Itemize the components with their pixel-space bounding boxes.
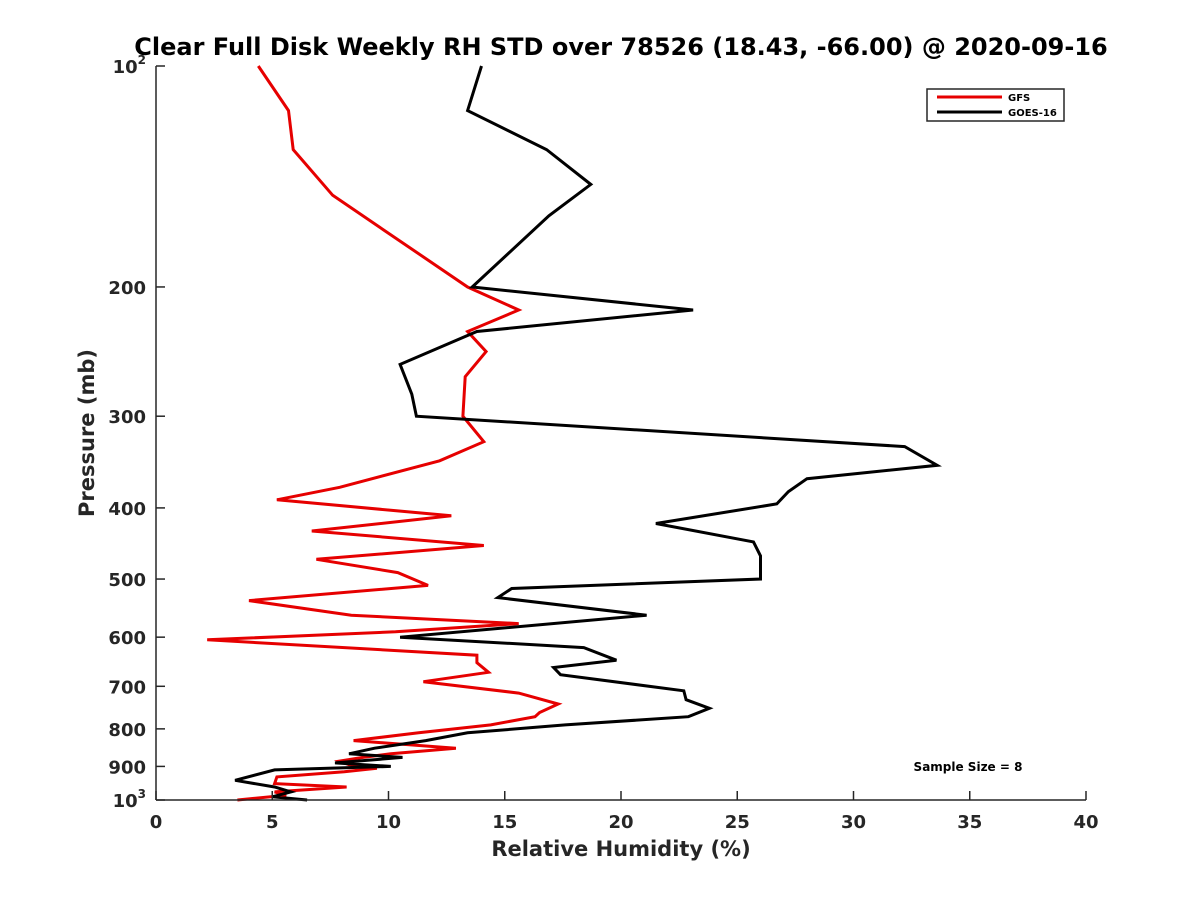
x-tick-label: 40 xyxy=(1073,812,1098,833)
legend-label: GFS xyxy=(1008,93,1030,104)
x-tick-label: 20 xyxy=(608,812,633,833)
x-tick-label: 35 xyxy=(957,812,982,833)
y-tick-label: 200 xyxy=(108,278,146,299)
y-tick-label: 600 xyxy=(108,628,146,649)
sample-size-annotation: Sample Size = 8 xyxy=(914,760,1023,774)
y-tick-label: 400 xyxy=(108,499,146,520)
x-tick-label: 5 xyxy=(266,812,279,833)
x-tick-label: 30 xyxy=(841,812,866,833)
y-tick-label: 103 xyxy=(113,787,146,812)
legend: GFS GOES-16 xyxy=(926,88,1065,122)
y-tick-label: 800 xyxy=(108,720,146,741)
plot-area xyxy=(207,65,942,802)
x-tick-label: 25 xyxy=(725,812,750,833)
y-axis-label: Pressure (mb) xyxy=(75,349,99,517)
y-tick-label: 300 xyxy=(108,407,146,428)
x-tick-label: 10 xyxy=(376,812,401,833)
chart-title: Clear Full Disk Weekly RH STD over 78526… xyxy=(134,33,1107,61)
x-tick-label: 15 xyxy=(492,812,517,833)
y-tick-label: 700 xyxy=(108,677,146,698)
y-tick-label: 102 xyxy=(113,53,146,78)
y-tick-label: 900 xyxy=(108,757,146,778)
legend-box xyxy=(926,88,1065,122)
ticks: 0 5 10 15 20 25 30 35 40 102 200 300 400 500 600 700 800… xyxy=(108,53,1098,833)
legend-label: GOES-16 xyxy=(1008,108,1057,119)
x-tick-label: 0 xyxy=(150,812,163,833)
x-axis-label: Relative Humidity (%) xyxy=(491,837,750,861)
y-tick-label: 500 xyxy=(108,570,146,591)
series-line-goes-16 xyxy=(234,65,942,802)
